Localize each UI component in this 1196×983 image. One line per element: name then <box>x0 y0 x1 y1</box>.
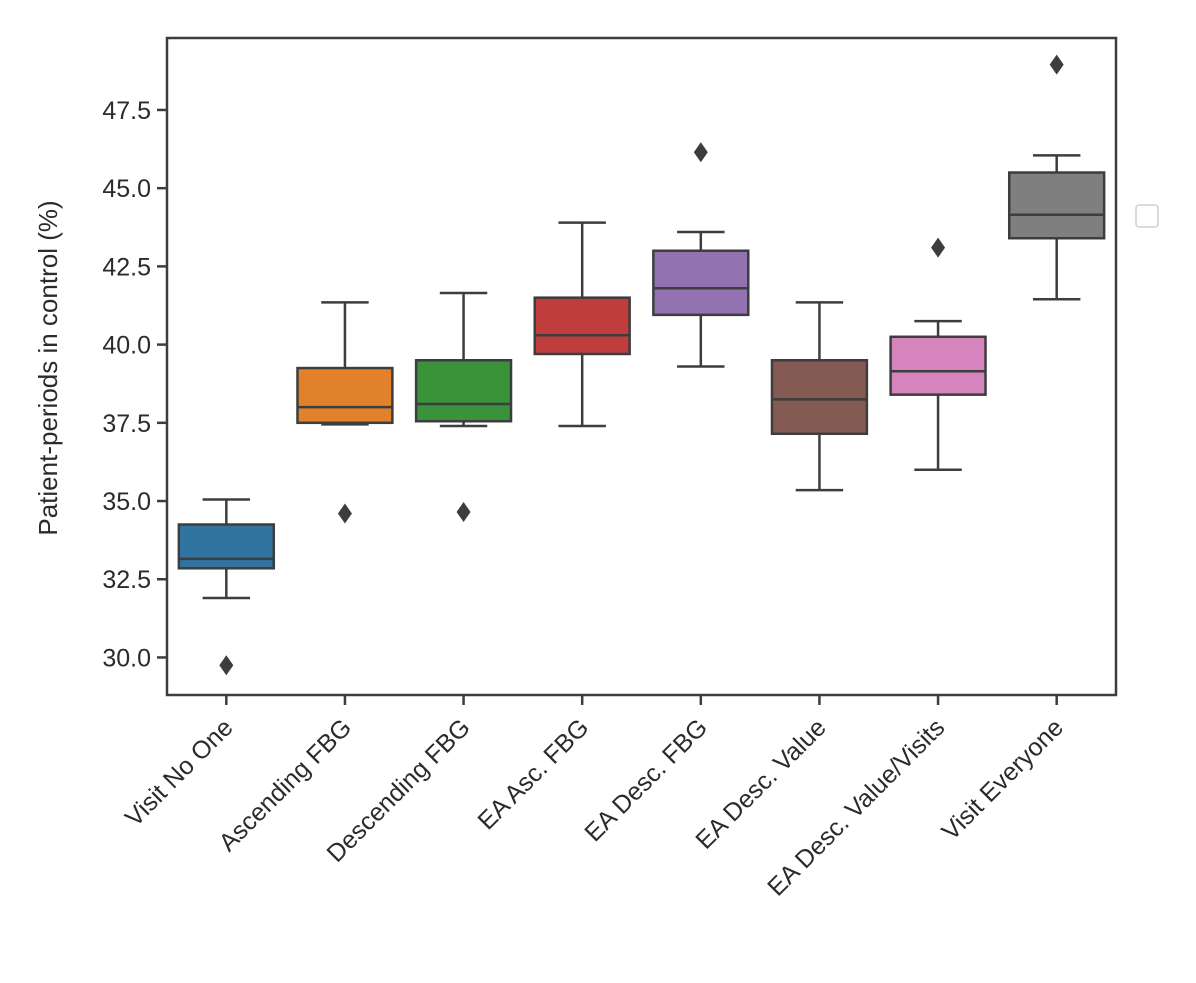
box-group-visit-no-one <box>177 498 276 676</box>
box-group-visit-everyone <box>1007 54 1106 301</box>
outlier-point <box>1049 54 1064 75</box>
y-tick-label: 40.0 <box>102 332 151 360</box>
y-tick-label: 35.0 <box>102 488 151 516</box>
y-tick-label: 32.5 <box>102 566 151 594</box>
box-group-ascending-fbg <box>296 301 394 524</box>
box-group-ea-asc-fbg <box>533 221 631 428</box>
outlier-point <box>337 503 352 524</box>
box-group-ea-desc-fbg <box>652 142 750 368</box>
axes-frame <box>165 36 1118 697</box>
box <box>1007 171 1106 240</box>
box <box>414 358 513 423</box>
legend-box <box>1135 204 1159 228</box>
box <box>296 366 394 425</box>
outlier-point <box>931 237 946 258</box>
box-group-descending-fbg <box>414 291 513 522</box>
plot-area: 30.0 32.5 35.0 37.5 40.0 42.5 45.0 47.5 Visit No… <box>102 36 1118 902</box>
y-tick-label: 37.5 <box>102 410 151 438</box>
box <box>770 358 869 436</box>
x-tick-label: EA Desc. FBG <box>579 713 713 847</box>
box <box>533 296 631 356</box>
box <box>177 523 276 570</box>
x-tick-label: EA Asc. FBG <box>472 713 594 835</box>
y-tick-label: 47.5 <box>102 97 151 125</box>
y-tick-label: 42.5 <box>102 253 151 281</box>
x-tick-label: Visit No One <box>120 713 239 832</box>
box-group-ea-desc-value <box>770 301 869 492</box>
y-axis-label: Patient-periods in control (%) <box>33 200 63 535</box>
box <box>889 335 987 396</box>
box-group-ea-desc-value-visits <box>889 237 987 471</box>
x-tick-label: Visit Everyone <box>936 713 1068 845</box>
y-tick-label: 30.0 <box>102 644 151 672</box>
outlier-point <box>456 501 471 522</box>
outlier-point <box>693 142 708 163</box>
y-tick-label: 45.0 <box>102 175 151 203</box>
outlier-point <box>219 655 234 676</box>
box <box>652 249 750 317</box>
